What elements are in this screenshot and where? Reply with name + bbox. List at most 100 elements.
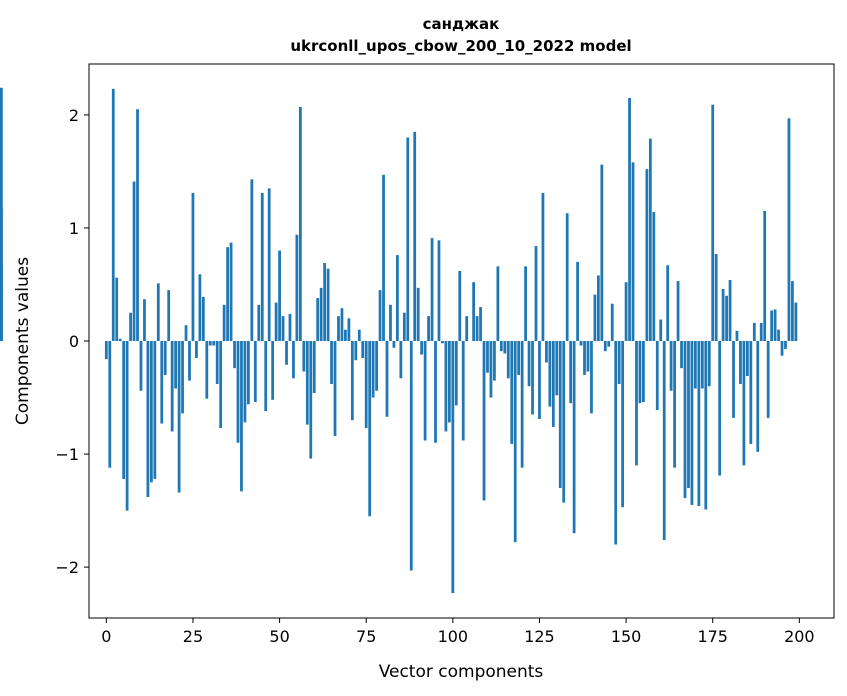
bar-153: [635, 341, 638, 466]
bar-150: [624, 282, 628, 341]
bar-106: [472, 282, 476, 341]
bar-25: [191, 192, 195, 341]
bar-131: [558, 341, 562, 488]
bar-0: [104, 341, 108, 360]
bar-91: [420, 341, 424, 355]
bar-165: [676, 281, 680, 341]
bar-135: [572, 341, 576, 534]
bar-16: [160, 341, 164, 424]
bar-44: [257, 304, 261, 341]
bar-9: [136, 109, 139, 341]
bar-102: [458, 270, 462, 341]
bar-104: [465, 316, 469, 341]
bar-72: [354, 341, 358, 361]
bar-31: [212, 341, 216, 346]
bar-35: [226, 247, 229, 341]
bar-172: [700, 341, 704, 389]
y-axis-ticks: −2 −1 0 1 2: [55, 106, 89, 577]
bar-143: [600, 164, 604, 341]
bar-78: [375, 341, 378, 391]
bar-84: [396, 255, 399, 341]
bar-120: [520, 341, 524, 468]
bar-126: [541, 192, 545, 341]
bar-68: [340, 308, 344, 341]
bar-178: [721, 288, 725, 341]
bar-179: [725, 295, 728, 341]
bar-124: [534, 246, 538, 341]
bar-66: [333, 341, 337, 436]
bar-117: [510, 341, 514, 444]
bar-82: [389, 304, 392, 341]
bar-115: [503, 341, 507, 354]
bar-75: [364, 341, 368, 429]
bar-56: [298, 106, 302, 342]
bar-139: [586, 341, 590, 372]
bar-76: [368, 341, 372, 517]
bar-3: [115, 277, 119, 341]
bar-161: [662, 341, 666, 540]
bar-5: [122, 341, 126, 479]
bar-1: [108, 341, 112, 468]
bar-17: [163, 341, 167, 375]
bar-13: [149, 341, 153, 483]
bar-85: [399, 341, 403, 379]
bar-45: [260, 192, 264, 341]
bar-88: [409, 341, 413, 571]
bar-49: [274, 302, 278, 341]
bar-89: [413, 131, 417, 341]
bar-132: [562, 341, 566, 503]
bar-12: [146, 341, 150, 498]
bar-158: [652, 212, 656, 341]
bar-148: [617, 341, 621, 384]
bar-190: [763, 210, 767, 341]
bar-108: [479, 307, 482, 341]
bar-54: [292, 341, 295, 379]
bar-119: [517, 341, 521, 375]
bar-28: [201, 296, 205, 341]
y-tick-label: 1: [69, 219, 79, 238]
bar-34: [222, 304, 226, 341]
bar-177: [718, 341, 722, 476]
y-axis-label: Components values: [13, 257, 33, 425]
bar-196: [784, 341, 787, 349]
bar-100: [451, 341, 455, 594]
chart-title: санджак: [423, 15, 500, 33]
bar-65: [330, 341, 333, 384]
bar-30: [208, 341, 212, 346]
bar-8: [132, 181, 136, 341]
bar-69: [344, 329, 347, 341]
y-tick-label: 0: [69, 332, 79, 351]
bar-138: [583, 341, 586, 375]
bar-183: [739, 341, 742, 384]
bar-147: [614, 341, 618, 545]
bar-194: [777, 329, 780, 341]
y-tick-label: 2: [69, 106, 79, 125]
bar-195: [780, 341, 784, 356]
bar-193: [773, 309, 777, 341]
bar-174: [707, 341, 711, 387]
bar-26: [195, 341, 198, 358]
bar-166: [680, 341, 683, 369]
bar-37: [233, 341, 236, 369]
bar-73: [357, 329, 361, 341]
y-tick-label: −2: [55, 558, 79, 577]
bar-182: [735, 330, 739, 341]
bar-90: [416, 287, 420, 341]
bar-92: [423, 341, 427, 441]
bar-77: [371, 341, 375, 398]
bar-43: [253, 341, 257, 403]
bar-191: [766, 341, 770, 418]
bar-118: [513, 341, 517, 543]
bar-36: [229, 242, 233, 341]
bar-81: [385, 341, 389, 417]
bar-59: [309, 341, 313, 459]
x-tick-label: 50: [269, 627, 289, 646]
bar-197: [787, 118, 791, 342]
bar-151: [628, 97, 631, 341]
bar-58: [305, 341, 309, 425]
bar-19: [170, 341, 174, 432]
bar-71: [350, 341, 354, 421]
bar-63: [323, 262, 327, 341]
bar-175: [711, 104, 715, 341]
